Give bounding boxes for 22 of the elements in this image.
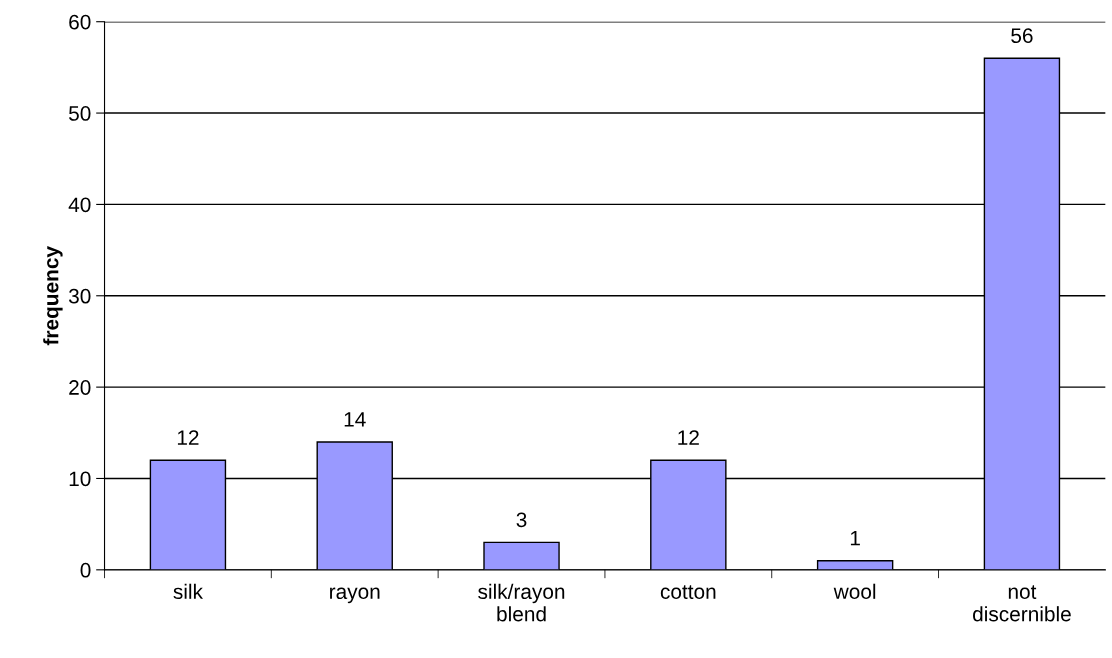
x-tick-label: silk/rayon blend <box>478 583 565 622</box>
data-label: 12 <box>678 430 699 445</box>
y-tick-label: 20 <box>69 380 91 395</box>
bar <box>483 541 560 570</box>
data-label: 1 <box>850 530 860 546</box>
y-tick-label: 0 <box>80 562 91 578</box>
y-tick-label: 50 <box>69 106 91 121</box>
data-label: 14 <box>344 412 366 427</box>
data-label: 3 <box>516 512 527 528</box>
x-tick-label: wool <box>833 583 876 600</box>
y-axis-title: frequency <box>43 246 63 346</box>
y-tick-label: 60 <box>69 14 91 30</box>
x-tick-label: rayon <box>330 587 380 604</box>
x-tick-label: silk <box>173 583 203 600</box>
y-tick-label: 40 <box>68 197 91 213</box>
bar <box>816 559 894 570</box>
y-tick-label: 30 <box>68 288 91 304</box>
y-tick-label: 10 <box>69 471 91 487</box>
data-label: 56 <box>1011 28 1033 44</box>
data-label: 12 <box>177 430 199 445</box>
x-tick-label: not discernible <box>973 585 1071 622</box>
x-tick-label: cotton <box>660 585 716 600</box>
